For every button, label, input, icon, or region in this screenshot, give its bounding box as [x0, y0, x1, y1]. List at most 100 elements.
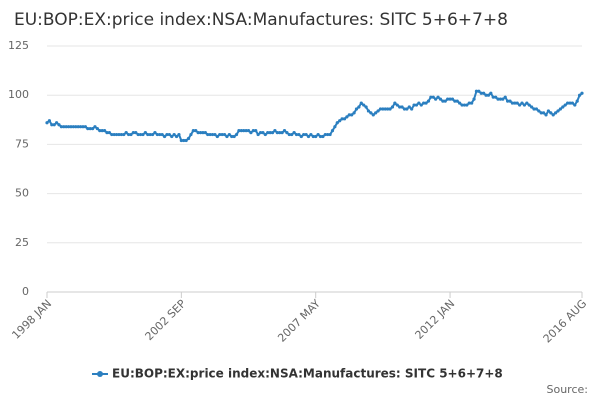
point [390, 105, 395, 109]
point [431, 95, 435, 99]
point [191, 129, 195, 133]
y-tick-label: 100 [8, 88, 29, 101]
point [110, 132, 114, 137]
point [273, 129, 277, 133]
point [422, 101, 426, 105]
point [470, 101, 474, 105]
point [458, 101, 462, 105]
point [381, 107, 385, 111]
point [551, 113, 555, 117]
y-tick-label: 125 [8, 39, 29, 52]
point [155, 132, 159, 137]
point [506, 99, 510, 103]
point [119, 132, 123, 137]
point [513, 101, 517, 105]
point [395, 103, 399, 107]
point [510, 101, 515, 105]
point [496, 97, 500, 101]
point [558, 107, 563, 111]
point [270, 130, 275, 135]
point [210, 132, 215, 137]
point [64, 125, 68, 129]
point [366, 109, 371, 113]
point [330, 129, 335, 133]
point [398, 105, 402, 109]
point [402, 107, 407, 111]
point [527, 103, 531, 107]
point [141, 132, 145, 137]
point [438, 97, 443, 101]
point [400, 105, 404, 109]
point [167, 132, 171, 137]
point [580, 91, 584, 95]
point [117, 132, 121, 137]
point [455, 99, 459, 103]
point [57, 123, 61, 127]
point [347, 113, 351, 117]
point [124, 130, 128, 135]
point [50, 123, 54, 127]
point [182, 138, 186, 143]
y-tick-label: 25 [15, 236, 29, 249]
point [479, 91, 483, 95]
legend-label: EU:BOP:EX:price index:NSA:Manufactures: … [112, 367, 503, 381]
point [323, 132, 327, 137]
point [198, 130, 203, 135]
point [174, 134, 179, 139]
point [549, 111, 553, 115]
point [150, 132, 155, 137]
y-tick-label: 75 [15, 137, 29, 150]
point [78, 125, 83, 129]
point [304, 132, 308, 137]
point [359, 101, 363, 105]
point [554, 111, 558, 115]
point [436, 95, 440, 99]
point [333, 125, 337, 129]
point [254, 129, 258, 133]
point [45, 121, 49, 125]
point [318, 134, 323, 139]
point [81, 125, 85, 129]
point [230, 134, 234, 139]
point [218, 132, 222, 137]
point [542, 111, 546, 115]
point [287, 132, 291, 137]
point [311, 134, 315, 139]
point [162, 134, 167, 139]
point [244, 129, 248, 133]
point [54, 121, 59, 125]
point [138, 132, 143, 137]
point [467, 101, 471, 105]
point [66, 125, 71, 129]
point [222, 132, 227, 137]
point [189, 132, 193, 137]
point [472, 97, 476, 101]
point [446, 97, 450, 101]
point [76, 125, 80, 129]
point [532, 107, 536, 111]
point [426, 99, 431, 103]
point [290, 132, 294, 137]
point [134, 130, 138, 135]
x-tick-label: 1998 JAN [9, 297, 54, 342]
point [328, 132, 332, 137]
point [146, 132, 150, 137]
point [114, 132, 119, 137]
point [148, 132, 152, 137]
point [378, 107, 383, 111]
point [95, 127, 99, 131]
point [386, 107, 390, 111]
point [177, 132, 181, 137]
point [364, 105, 368, 109]
point [376, 109, 380, 113]
point [186, 136, 191, 141]
point [462, 103, 467, 107]
point [453, 99, 457, 103]
point [306, 134, 311, 139]
point [86, 127, 90, 131]
point [515, 101, 519, 105]
point [546, 109, 551, 113]
point [88, 127, 92, 131]
point [522, 103, 527, 107]
point [194, 129, 198, 133]
